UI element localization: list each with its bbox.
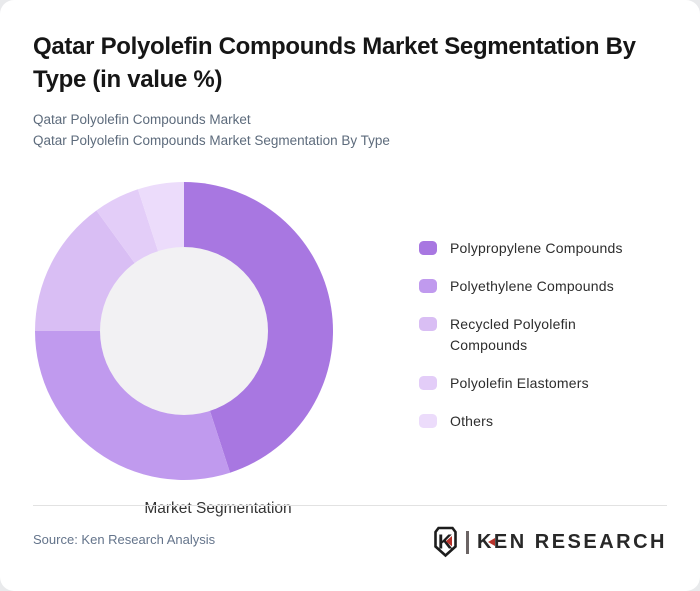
legend-item-others[interactable]: Others — [419, 411, 642, 432]
legend-item-polyethylene-compounds[interactable]: Polyethylene Compounds — [419, 276, 642, 297]
legend-label: Others — [450, 413, 494, 429]
source-note: Source: Ken Research Analysis — [33, 532, 216, 547]
legend-label: Polyolefin Elastomers — [450, 375, 589, 391]
ken-research-logo: K KEN RESEARCH — [432, 524, 667, 560]
legend-item-polypropylene-compounds[interactable]: Polypropylene Compounds — [419, 238, 642, 259]
legend-label: Recycled Polyolefin Compounds — [450, 316, 576, 353]
donut-chart-area: Market Segmentation — [34, 181, 334, 517]
subtitle-line-2: Qatar Polyolefin Compounds Market Segmen… — [33, 133, 390, 148]
logo-wordmark: KEN RESEARCH — [476, 530, 667, 553]
legend-swatch — [419, 241, 437, 255]
donut-center-label: Market Segmentation — [144, 500, 292, 517]
legend-item-recycled-polyolefin-compounds[interactable]: Recycled Polyolefin Compounds — [419, 314, 642, 356]
donut-inner-circle — [100, 247, 268, 415]
shield-k-icon: K — [434, 526, 457, 557]
legend-swatch — [419, 376, 437, 390]
chart-legend: Polypropylene Compounds Polyethylene Com… — [419, 238, 642, 449]
subtitle-line-1: Qatar Polyolefin Compounds Market — [33, 112, 251, 127]
footer-divider — [33, 505, 667, 506]
legend-swatch — [419, 414, 437, 428]
logo-k-arrow-icon — [487, 538, 495, 546]
legend-item-polyolefin-elastomers[interactable]: Polyolefin Elastomers — [419, 373, 642, 394]
legend-swatch — [419, 317, 437, 331]
legend-label: Polypropylene Compounds — [450, 240, 623, 256]
chart-subtitles: Qatar Polyolefin Compounds Market Qatar … — [33, 109, 390, 151]
page-title: Qatar Polyolefin Compounds Market Segmen… — [33, 33, 636, 93]
svg-text:K: K — [438, 531, 453, 553]
logo-separator — [465, 530, 469, 554]
legend-swatch — [419, 279, 437, 293]
donut-chart[interactable] — [34, 181, 334, 481]
legend-label: Polyethylene Compounds — [450, 278, 614, 294]
